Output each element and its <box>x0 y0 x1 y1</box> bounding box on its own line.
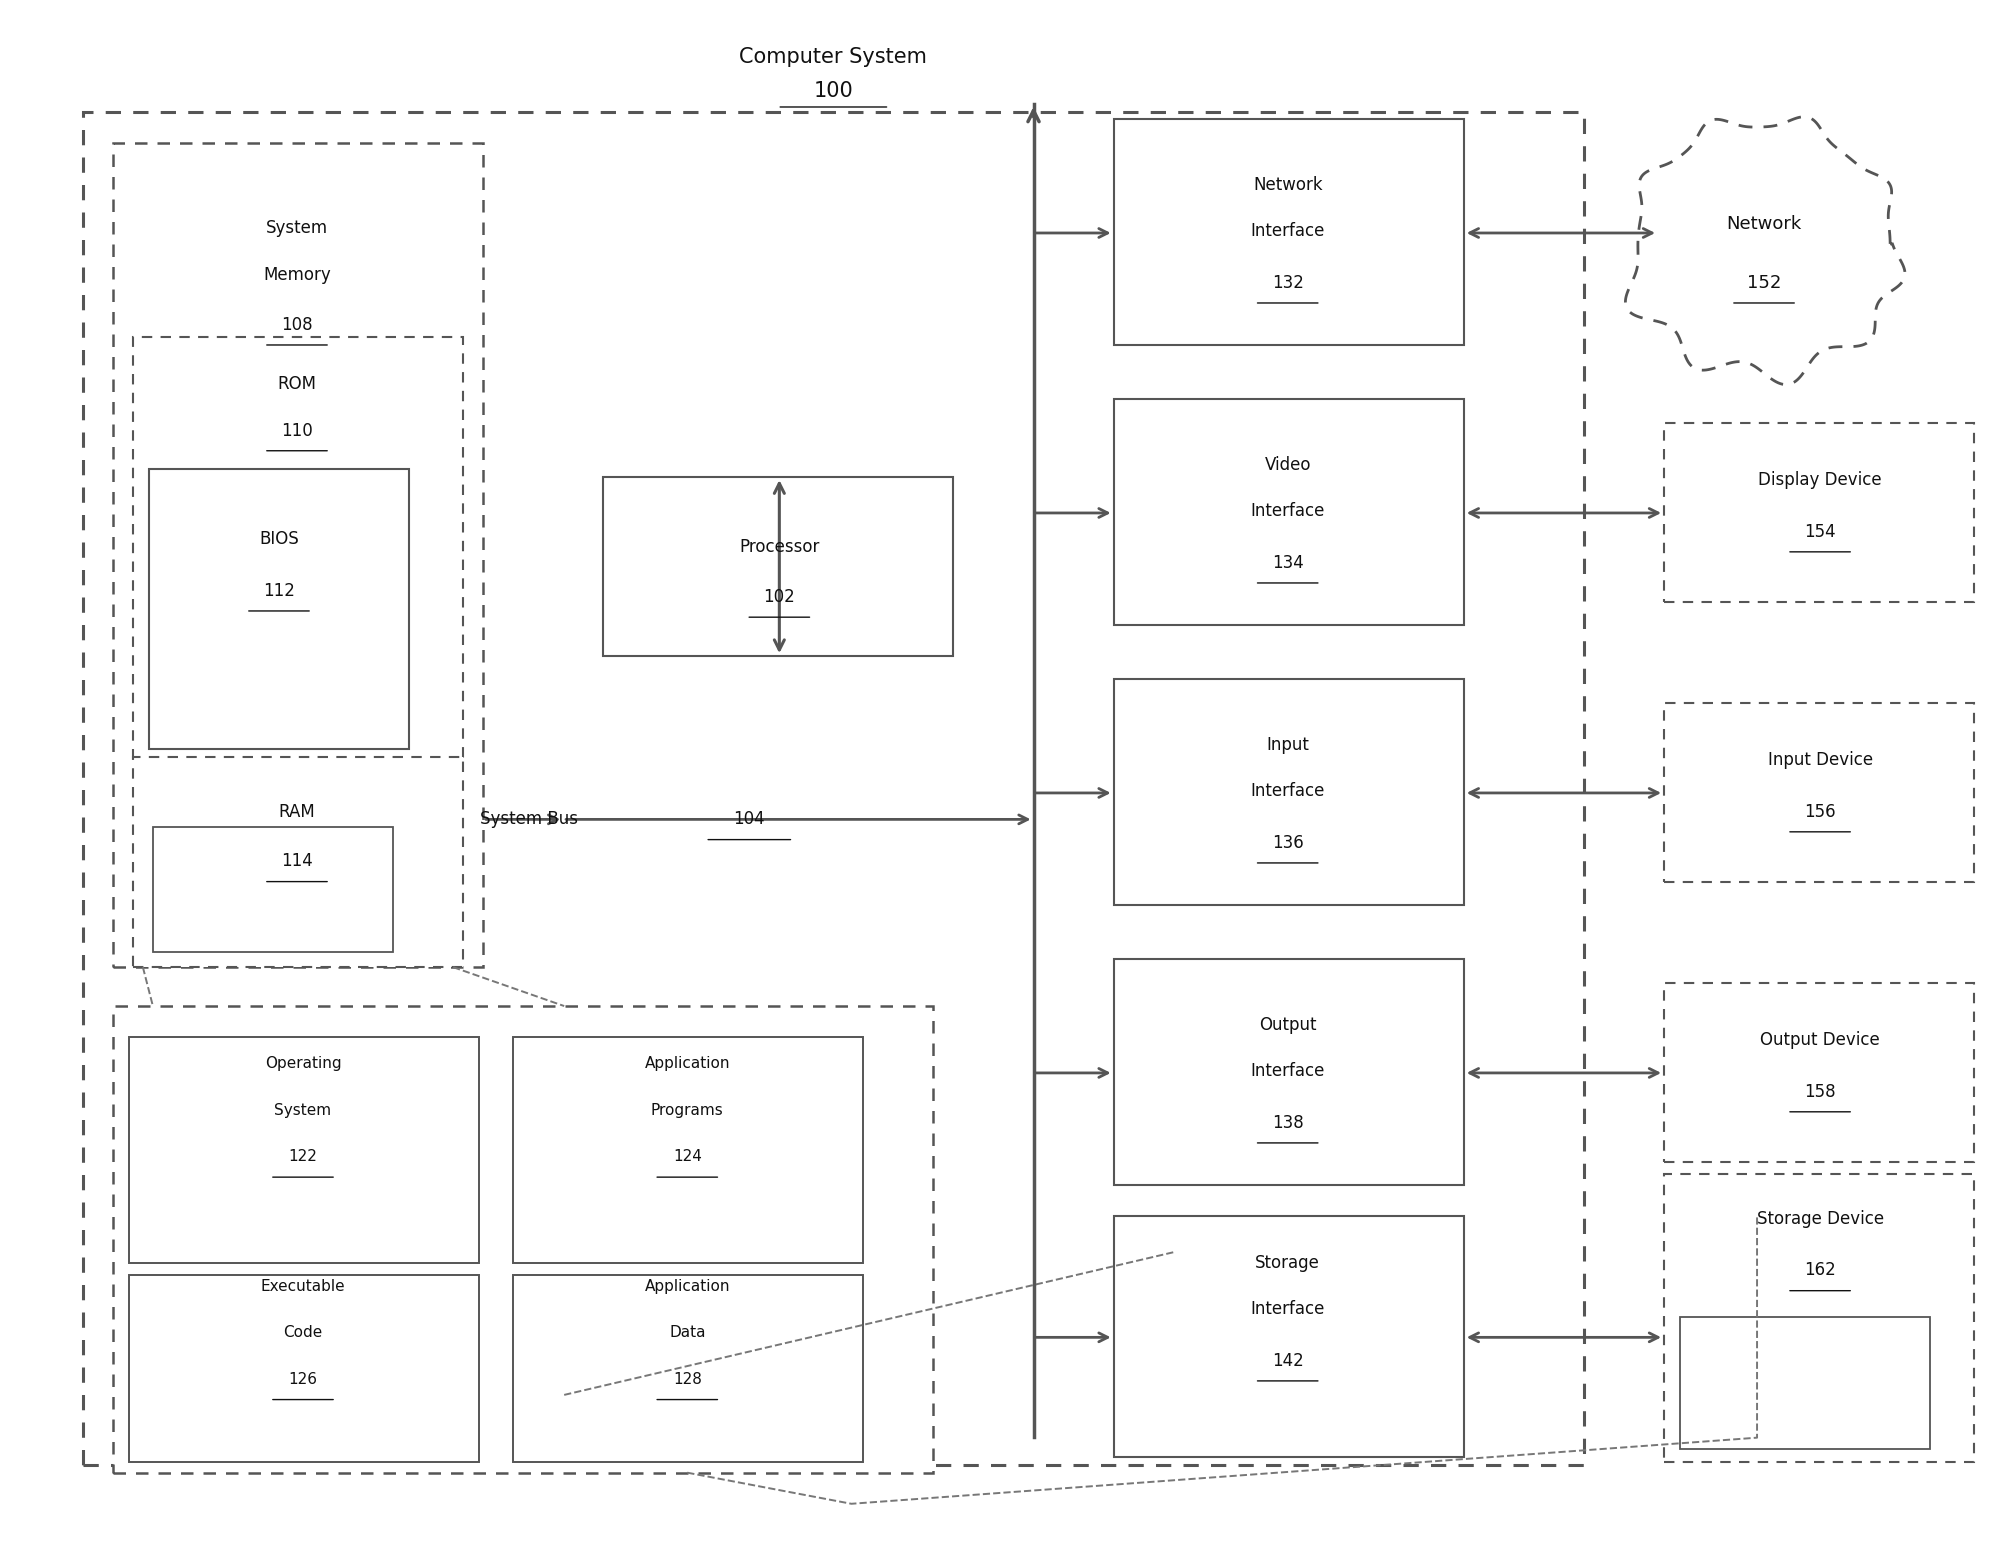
Bar <box>514 1037 863 1263</box>
Text: Network: Network <box>1252 176 1323 194</box>
Text: Network: Network <box>1726 215 1802 233</box>
Text: Application: Application <box>644 1057 731 1071</box>
Text: Input: Input <box>1266 735 1309 754</box>
Text: RAM: RAM <box>279 802 315 821</box>
Text: 104: 104 <box>733 810 765 829</box>
Text: 126: 126 <box>289 1372 317 1386</box>
Bar <box>1114 1216 1463 1456</box>
Text: 132: 132 <box>1272 273 1305 292</box>
Bar <box>1680 1317 1931 1449</box>
Text: 100: 100 <box>813 81 853 101</box>
Text: Memory: Memory <box>263 265 331 284</box>
Text: Computer System: Computer System <box>739 47 927 67</box>
Text: Video: Video <box>1264 456 1311 473</box>
Text: 112: 112 <box>263 582 295 599</box>
Text: Interface: Interface <box>1250 1063 1325 1080</box>
Bar <box>1114 679 1463 905</box>
Bar <box>128 1037 480 1263</box>
Bar <box>1664 1174 1975 1461</box>
Text: 154: 154 <box>1804 523 1836 540</box>
Text: Data: Data <box>668 1325 706 1341</box>
Text: 134: 134 <box>1272 554 1305 571</box>
Text: Input Device: Input Device <box>1768 751 1873 770</box>
Bar <box>149 470 409 749</box>
Text: 156: 156 <box>1804 802 1836 821</box>
Text: Interface: Interface <box>1250 503 1325 520</box>
Text: Display Device: Display Device <box>1758 471 1883 489</box>
Text: Interface: Interface <box>1250 222 1325 240</box>
Text: System: System <box>267 219 327 237</box>
Text: Application: Application <box>644 1278 731 1294</box>
Text: 138: 138 <box>1272 1113 1305 1132</box>
Text: Programs: Programs <box>650 1102 725 1118</box>
Text: Output Device: Output Device <box>1760 1032 1881 1049</box>
Text: 162: 162 <box>1804 1261 1836 1280</box>
Bar <box>82 112 1584 1464</box>
Text: Executable: Executable <box>261 1278 345 1294</box>
Bar <box>132 337 464 765</box>
Text: Interface: Interface <box>1250 782 1325 801</box>
Text: BIOS: BIOS <box>259 531 299 548</box>
Text: Interface: Interface <box>1250 1300 1325 1319</box>
Bar <box>1664 702 1975 882</box>
Polygon shape <box>1626 117 1905 384</box>
Text: 110: 110 <box>281 421 313 440</box>
Bar <box>1664 983 1975 1161</box>
Text: System Bus: System Bus <box>480 810 584 829</box>
Text: 158: 158 <box>1804 1083 1836 1101</box>
Bar <box>1114 960 1463 1185</box>
Text: Operating: Operating <box>265 1057 341 1071</box>
Text: 142: 142 <box>1272 1352 1305 1369</box>
Text: Processor: Processor <box>739 539 819 556</box>
Text: ROM: ROM <box>277 375 317 393</box>
Bar <box>514 1275 863 1461</box>
Bar <box>112 1005 933 1472</box>
Text: System: System <box>275 1102 331 1118</box>
Text: Storage Device: Storage Device <box>1756 1210 1885 1229</box>
Text: 128: 128 <box>672 1372 702 1386</box>
Text: 122: 122 <box>289 1149 317 1165</box>
Text: 102: 102 <box>763 588 795 606</box>
Bar <box>153 827 393 952</box>
Text: Storage: Storage <box>1254 1253 1321 1272</box>
Bar <box>1114 120 1463 345</box>
Bar <box>132 757 464 968</box>
Bar <box>128 1275 480 1461</box>
Bar <box>1114 400 1463 624</box>
Text: 114: 114 <box>281 852 313 871</box>
Bar <box>604 478 953 656</box>
Bar <box>1664 423 1975 601</box>
Bar <box>112 142 484 968</box>
Text: 108: 108 <box>281 315 313 334</box>
Text: 152: 152 <box>1746 273 1782 292</box>
Text: 136: 136 <box>1272 834 1305 852</box>
Text: Output: Output <box>1258 1016 1317 1033</box>
Text: 124: 124 <box>672 1149 702 1165</box>
Text: Code: Code <box>283 1325 323 1341</box>
